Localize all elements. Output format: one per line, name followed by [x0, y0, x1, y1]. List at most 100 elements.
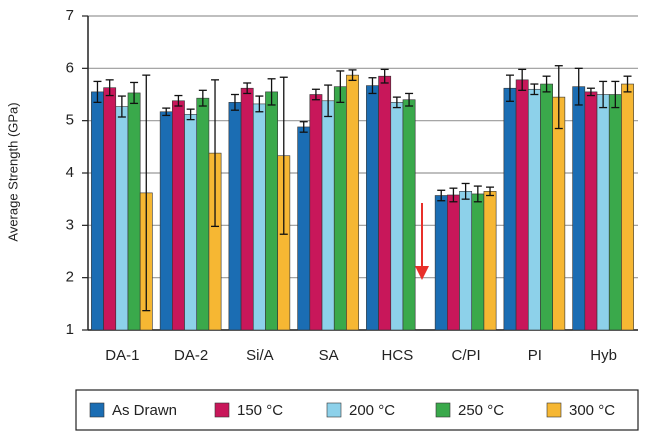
error-bar [505, 74, 514, 102]
error-bar [518, 68, 527, 91]
bar [527, 88, 541, 331]
error-bar [486, 186, 495, 197]
legend-label: 300 °C [569, 402, 615, 419]
y-tick-label: 2 [66, 269, 74, 286]
error-bar [198, 89, 207, 107]
x-tick-label: Hyb [590, 347, 617, 364]
bar [184, 114, 198, 331]
error-bar [174, 94, 183, 107]
error-bar [105, 79, 114, 97]
x-tick-label: DA-1 [105, 347, 139, 364]
bar [172, 100, 185, 331]
bar [127, 92, 141, 331]
error-bar [255, 95, 264, 113]
error-bar [599, 80, 608, 109]
error-bar [117, 95, 126, 118]
error-bar [461, 182, 470, 200]
bar [434, 195, 448, 331]
error-bar [437, 189, 446, 202]
error-bar [311, 88, 320, 101]
bar [402, 99, 416, 331]
error-bar [211, 79, 220, 228]
error-bar [348, 69, 357, 82]
error-bar [530, 83, 539, 96]
bar [297, 126, 311, 331]
bar [596, 94, 610, 331]
bar [159, 111, 173, 331]
bar [584, 91, 598, 331]
error-bar [93, 80, 102, 103]
bar [459, 191, 473, 331]
error-bar [267, 78, 276, 106]
bar [483, 191, 497, 331]
bar [240, 87, 254, 331]
bar [447, 194, 460, 331]
error-bar [473, 185, 482, 203]
bar [228, 102, 242, 331]
legend-label: As Drawn [112, 402, 177, 419]
error-bar [336, 70, 345, 103]
bar [321, 100, 335, 331]
error-bar [130, 81, 139, 105]
error-bar [230, 93, 239, 111]
x-tick-label: HCS [382, 347, 414, 364]
bar [503, 87, 517, 331]
bar [103, 87, 117, 331]
x-tick-label: C/PI [452, 347, 481, 364]
legend-swatch [546, 402, 562, 418]
bar [196, 97, 210, 331]
legend-swatch [214, 402, 230, 418]
legend-swatch [435, 402, 451, 418]
error-bar [162, 107, 171, 117]
error-bar [324, 84, 333, 118]
bar [265, 91, 278, 331]
error-bar [299, 121, 308, 133]
error-bar [368, 77, 377, 95]
bar [621, 83, 634, 331]
y-tick-label: 3 [66, 216, 74, 233]
error-bar [449, 187, 458, 203]
bar [366, 85, 379, 331]
y-tick-label: 7 [66, 7, 74, 24]
error-bar [243, 82, 252, 95]
error-bar [623, 75, 632, 93]
bar [346, 74, 359, 331]
y-tick-label: 5 [66, 112, 74, 129]
legend-swatch [326, 402, 342, 418]
y-tick-label: 4 [66, 164, 74, 181]
bar [471, 193, 485, 331]
error-bar [542, 75, 551, 93]
y-axis-label: Average Strength (GPa) [5, 102, 20, 241]
error-bar [186, 108, 195, 121]
x-tick-label: PI [528, 347, 542, 364]
error-bar [611, 80, 620, 109]
legend-box [75, 389, 639, 431]
legend-label: 150 °C [237, 402, 283, 419]
error-bar [392, 96, 401, 109]
bar [540, 83, 553, 331]
error-bar [574, 67, 583, 106]
x-tick-label: DA-2 [174, 347, 208, 364]
error-bar [554, 65, 563, 130]
bar [608, 94, 622, 331]
error-bar [142, 74, 151, 312]
error-bar [380, 68, 389, 84]
bar [515, 79, 529, 331]
x-tick-label: Si/A [246, 347, 274, 364]
legend-swatch [89, 402, 105, 418]
bar [333, 86, 347, 331]
legend-label: 200 °C [349, 402, 395, 419]
error-bar [279, 76, 288, 235]
bar [572, 86, 586, 331]
legend-label: 250 °C [458, 402, 504, 419]
error-bar [405, 92, 414, 107]
bar [552, 96, 566, 331]
annotation-arrow [415, 203, 429, 280]
y-tick-label: 1 [66, 321, 74, 338]
bar [115, 106, 129, 331]
y-tick-label: 6 [66, 59, 74, 76]
bar [309, 94, 323, 331]
bar [378, 75, 392, 331]
error-bar [586, 87, 595, 97]
